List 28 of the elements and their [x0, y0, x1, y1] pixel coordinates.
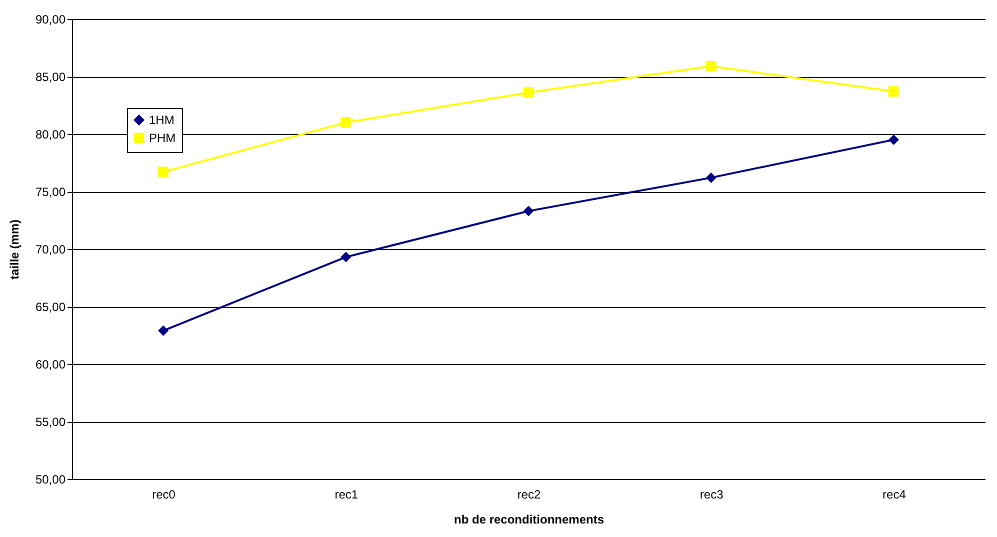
legend-label: 1HM: [149, 113, 174, 127]
point: [340, 252, 352, 262]
point: [888, 134, 899, 145]
point: [158, 166, 169, 178]
y-tick-label: 75,00: [35, 185, 66, 199]
point: [888, 86, 899, 97]
y-axis-title: taille (mm): [7, 219, 22, 280]
point: [158, 325, 169, 336]
x-tick-label: rec2: [517, 488, 541, 502]
point: [523, 206, 534, 216]
x-tick-label: rec1: [334, 488, 358, 502]
y-tick-label: 85,00: [35, 70, 66, 84]
y-tick-label: 65,00: [35, 300, 66, 314]
y-tick-label: 50,00: [35, 472, 66, 486]
point: [523, 87, 534, 98]
y-tick-label: 80,00: [35, 128, 66, 142]
point: [340, 117, 352, 128]
y-tick-label: 70,00: [35, 242, 66, 256]
x-tick-label: rec3: [700, 488, 724, 502]
point: [706, 60, 716, 72]
legend-label: PHM: [149, 131, 176, 145]
point: [706, 172, 716, 183]
x-tick-label: rec0: [152, 488, 176, 502]
y-tick-label: 90,00: [35, 12, 66, 26]
x-axis-title: nb de reconditionnements: [454, 512, 604, 526]
y-tick-label: 60,00: [35, 358, 66, 372]
y-tick-label: 55,00: [35, 415, 66, 429]
x-tick-label: rec4: [882, 488, 906, 502]
